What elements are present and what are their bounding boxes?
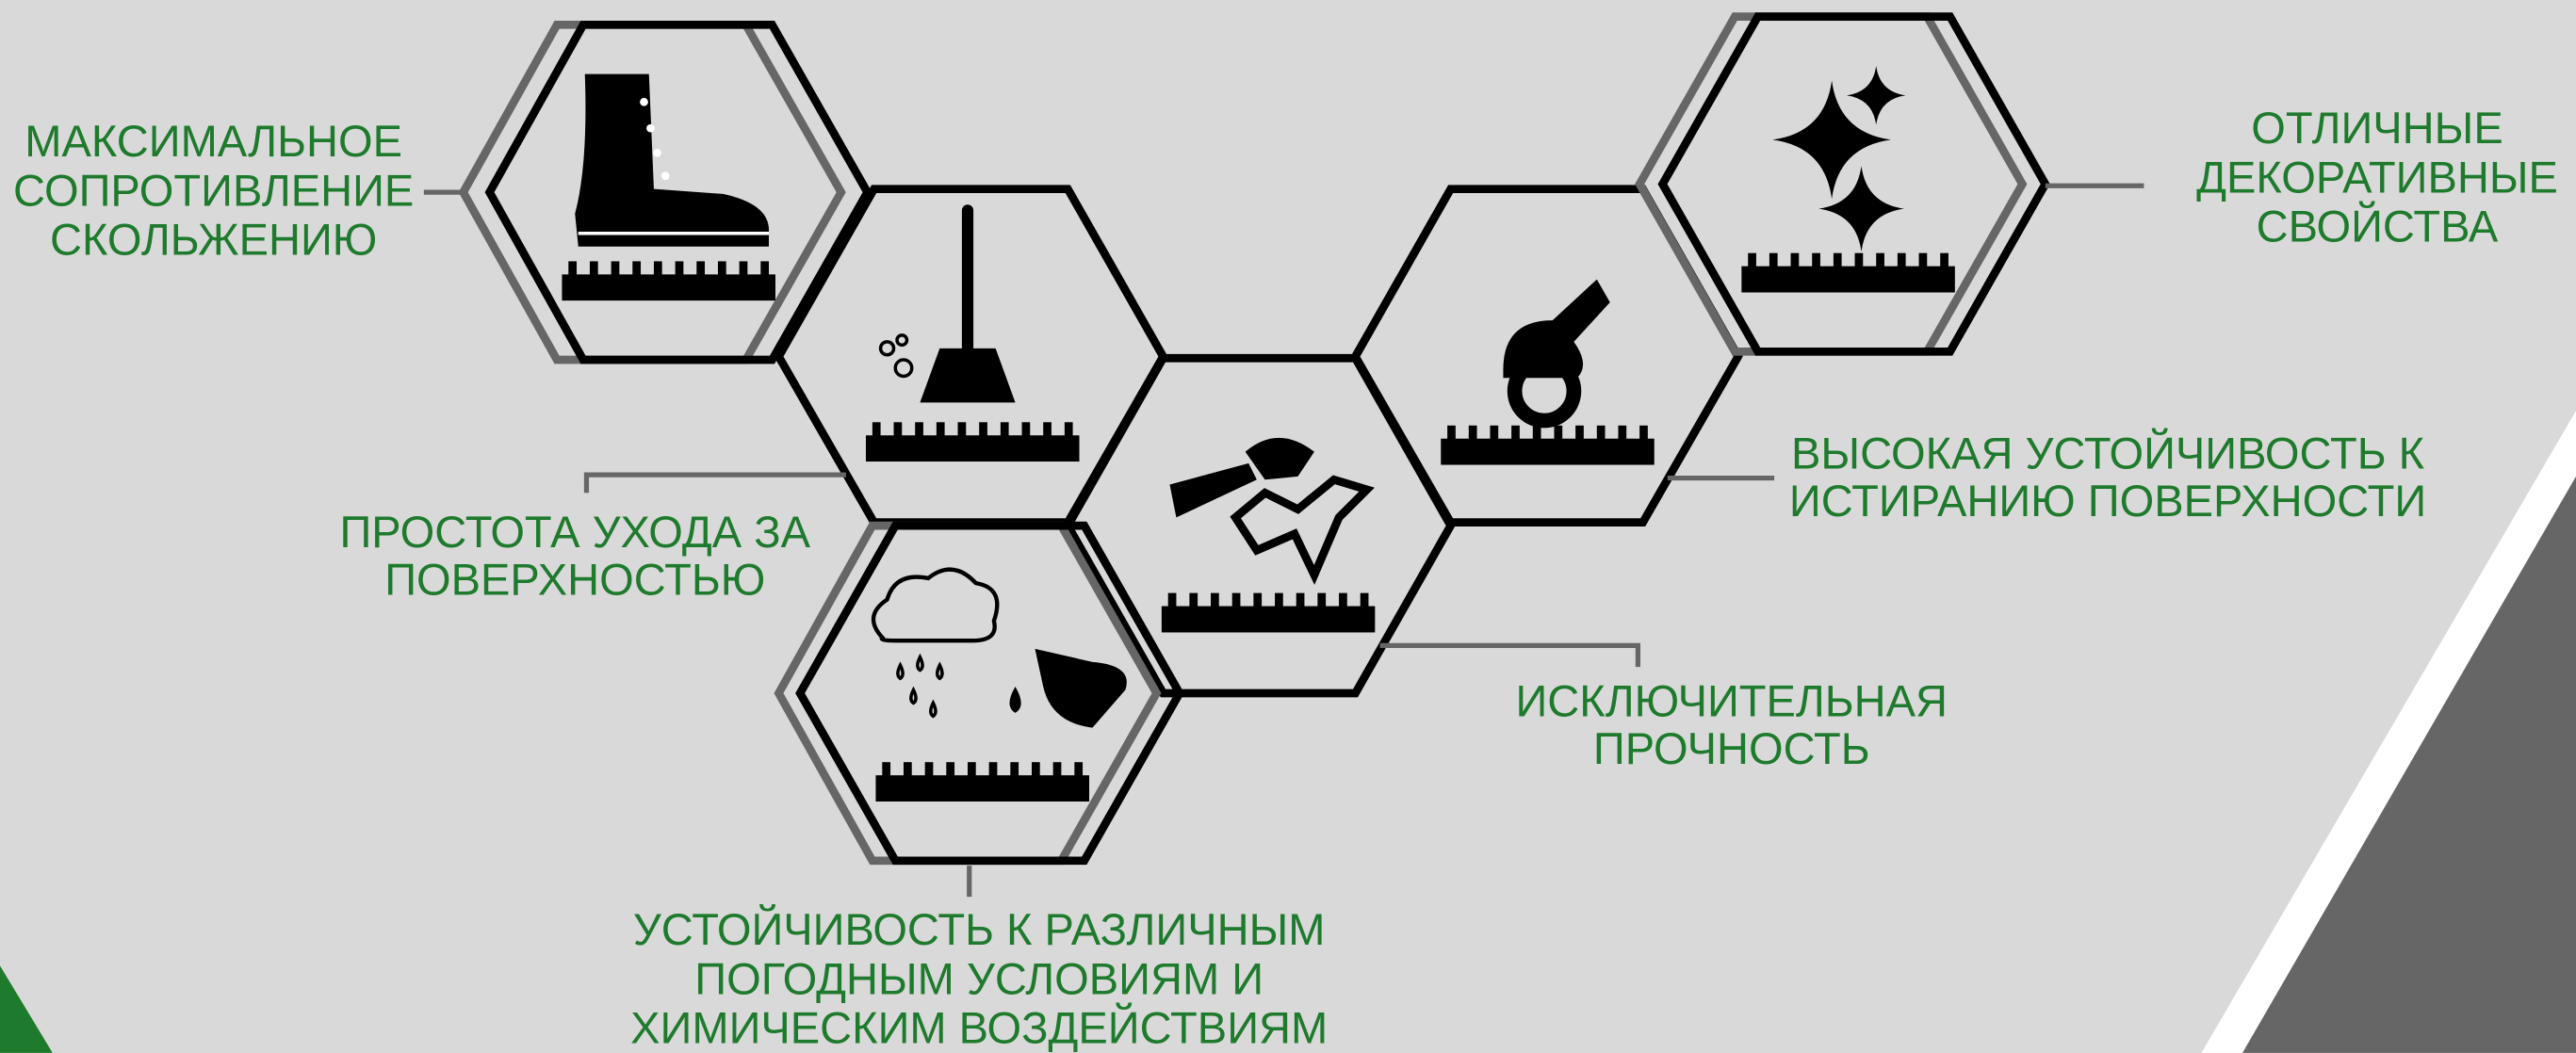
label-line: ПОВЕРХНОСТЬЮ — [384, 555, 765, 605]
label-line: ВЫСОКАЯ УСТОЙЧИВОСТЬ К — [1791, 428, 2425, 478]
label-line: ПРОЧНОСТЬ — [1593, 723, 1870, 773]
labels: МАКСИМАЛЬНОЕ СОПРОТИВЛЕНИЕ СКОЛЬЖЕНИЮ ПР… — [13, 103, 2558, 1053]
stripe — [2201, 411, 2576, 1053]
label-line: ОТЛИЧНЫЕ — [2251, 103, 2503, 153]
icons — [562, 65, 1955, 802]
label-line: ИСКЛЮЧИТЕЛЬНАЯ — [1515, 676, 1948, 726]
label-line: СКОЛЬЖЕНИЮ — [50, 215, 377, 265]
label-line: СОПРОТИВЛЕНИЕ — [13, 165, 414, 215]
label-line: ХИМИЧЕСКИМ ВОЗДЕЙСТВИЯМ — [630, 1003, 1328, 1053]
label-line: УСТОЙЧИВОСТЬ К РАЗЛИЧНЫМ — [633, 904, 1326, 954]
label-line: МАКСИМАЛЬНОЕ — [24, 116, 402, 166]
connectors — [423, 183, 2144, 898]
corner-shape — [0, 965, 53, 1053]
label-line: ПРОСТОТА УХОДА ЗА — [339, 507, 810, 557]
corner-shape — [2242, 476, 2576, 1053]
label-line: СВОЙСТВА — [2257, 202, 2499, 251]
label-line: ДЕКОРАТИВНЫЕ — [2196, 152, 2558, 202]
label-line: ПОГОДНЫМ УСЛОВИЯМ И — [694, 953, 1264, 1003]
label-line: ИСТИРАНИЮ ПОВЕРХНОСТИ — [1789, 476, 2426, 526]
